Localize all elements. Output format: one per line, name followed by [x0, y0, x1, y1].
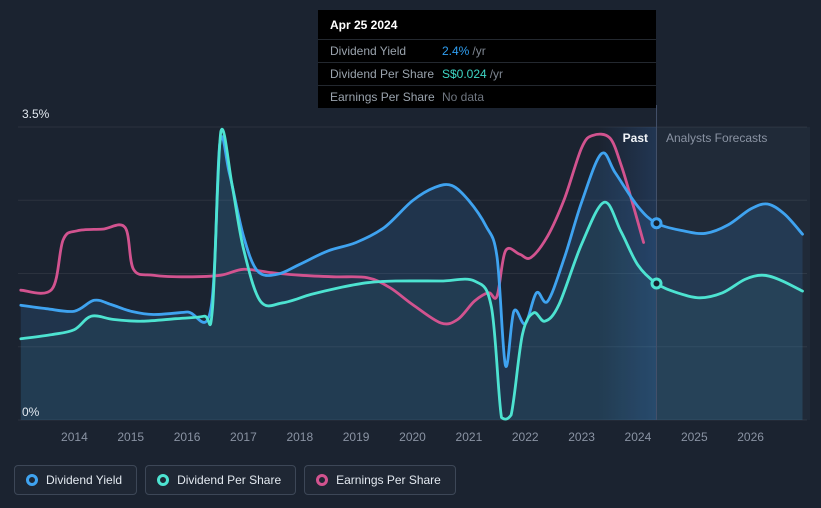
x-axis-label: 2025	[681, 430, 708, 444]
forecast-region	[656, 127, 810, 420]
area-dividend-yield	[20, 136, 803, 420]
dividend-per-share-dot-icon	[157, 474, 170, 486]
y-axis-min-label: 0%	[22, 405, 40, 419]
x-axis-label: 2023	[568, 430, 595, 444]
x-axis-label: 2019	[343, 430, 370, 444]
past-label: Past	[622, 131, 648, 145]
hover-highlight-band	[598, 127, 657, 420]
tooltip-value: No data	[442, 90, 485, 104]
legend-label: Dividend Per Share	[177, 473, 282, 487]
x-axis-label: 2026	[737, 430, 764, 444]
x-axis-label: 2018	[286, 430, 313, 444]
x-axis-label: 2014	[61, 430, 88, 444]
chart-canvas[interactable]: 2014 2015 2016 2017 2018 2019 2020 2021 2022 2023…	[0, 0, 821, 455]
legend-label: Dividend Yield	[46, 473, 123, 487]
legend-dividend-yield[interactable]: Dividend Yield	[14, 465, 138, 495]
tooltip-value: S$0.024/yr	[442, 67, 504, 81]
x-axis-label: 2016	[174, 430, 201, 444]
gridlines-layer	[18, 126, 807, 421]
area-fills-layer	[20, 129, 803, 421]
y-axis-max-label: 3.5%	[22, 107, 50, 121]
analysts-forecasts-label: Analysts Forecasts	[666, 131, 768, 145]
tooltip-label: Dividend Yield	[330, 44, 407, 58]
marker-dividend-per-share[interactable]	[650, 277, 663, 290]
legend: Dividend Yield Dividend Per Share Earnin…	[14, 465, 456, 495]
legend-earnings-per-share[interactable]: Earnings Per Share	[304, 465, 456, 495]
x-axis-label: 2022	[512, 430, 539, 444]
legend-dividend-per-share[interactable]: Dividend Per Share	[145, 465, 297, 495]
tooltip-row-dividend-yield: Dividend Yield 2.4%/yr	[318, 39, 656, 62]
area-dividend-per-share	[20, 129, 803, 421]
tooltip-label: Earnings Per Share	[330, 90, 435, 104]
line-earnings-per-share	[19, 132, 645, 326]
x-axis-label: 2017	[230, 430, 257, 444]
earnings-per-share-dot-icon	[316, 474, 329, 486]
tooltip-value: 2.4%/yr	[442, 44, 486, 58]
legend-label: Earnings Per Share	[336, 473, 441, 487]
x-axis-label: 2024	[625, 430, 652, 444]
chart-background-layer	[598, 127, 810, 420]
tooltip-row-dividend-per-share: Dividend Per Share S$0.024/yr	[318, 62, 656, 85]
x-axis-label: 2021	[456, 430, 483, 444]
line-dividend-per-share	[19, 127, 804, 421]
x-axis-labels-layer: 2014 2015 2016 2017 2018 2019 2020 2021 2022 2023…	[61, 430, 764, 444]
dividend-yield-dot-icon	[26, 474, 38, 486]
tooltip-row-earnings-per-share: Earnings Per Share No data	[318, 85, 656, 108]
series-markers-layer	[650, 217, 663, 290]
chart-tooltip: Apr 25 2024 Dividend Yield 2.4%/yr Divid…	[318, 10, 656, 108]
tooltip-label: Dividend Per Share	[330, 67, 435, 81]
tooltip-date: Apr 25 2024	[330, 18, 398, 32]
x-axis-label: 2020	[399, 430, 426, 444]
x-axis-label: 2015	[117, 430, 144, 444]
marker-dividend-yield[interactable]	[650, 217, 663, 230]
